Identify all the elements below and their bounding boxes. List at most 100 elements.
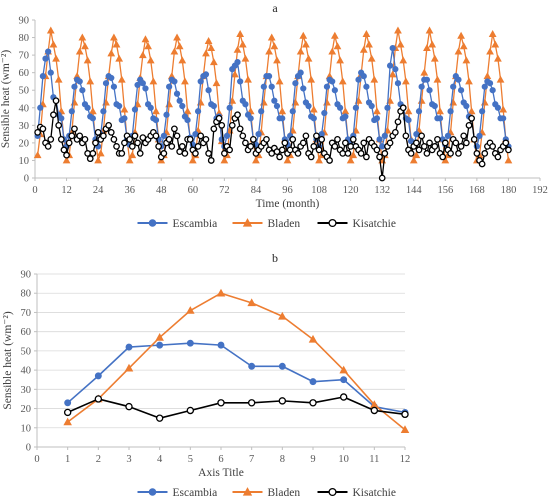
data-point-bladen — [149, 77, 158, 85]
data-point-escambia — [265, 73, 273, 80]
y-tick-label: 90 — [19, 16, 30, 27]
data-point-bladen — [49, 40, 58, 48]
series-line-escambia — [67, 342, 406, 414]
y-tick-label: 60 — [19, 68, 30, 79]
y-tick-label: 0 — [24, 174, 29, 185]
data-point-kisatchie — [460, 132, 468, 140]
series-line-kisatchie — [67, 396, 406, 419]
x-tick-label: 48 — [156, 185, 167, 196]
data-point-escambia — [121, 115, 128, 122]
data-point-kisatchie — [473, 150, 481, 157]
data-point-kisatchie — [263, 136, 270, 143]
data-point-escambia — [336, 104, 344, 111]
data-point-escambia — [450, 83, 457, 90]
y-tick-label: 30 — [21, 385, 32, 396]
data-point-escambia — [234, 59, 241, 66]
data-point-kisatchie — [502, 139, 510, 147]
data-point-bladen — [83, 56, 92, 64]
data-point-bladen — [273, 56, 281, 64]
data-point-escambia — [173, 90, 181, 97]
data-point-kisatchie — [423, 150, 431, 157]
data-point-escambia — [444, 132, 452, 139]
data-point-escambia — [37, 104, 44, 111]
data-point-kisatchie — [370, 406, 379, 415]
data-point-escambia — [355, 76, 362, 83]
x-tick-label: 1 — [65, 454, 70, 465]
data-point-kisatchie — [57, 136, 65, 143]
data-point-kisatchie — [165, 136, 173, 143]
y-tick-label: 10 — [21, 423, 32, 434]
data-point-escambia — [205, 87, 212, 94]
data-point-kisatchie — [218, 121, 226, 129]
data-point-kisatchie — [470, 136, 478, 143]
x-tick-label: 12 — [400, 454, 411, 465]
data-point-escambia — [389, 44, 396, 52]
data-point-escambia — [260, 83, 267, 90]
y-tick-label: 40 — [21, 366, 32, 377]
data-point-kisatchie — [126, 136, 134, 143]
data-point-bladen — [212, 79, 221, 87]
data-point-kisatchie — [44, 143, 52, 150]
data-point-kisatchie — [313, 132, 320, 140]
data-point-escambia — [418, 83, 425, 90]
legend-b: Escambia Bladen Kisatchie — [137, 487, 396, 499]
data-point-escambia — [309, 378, 317, 386]
data-point-escambia — [392, 66, 399, 73]
data-point-kisatchie — [505, 146, 512, 154]
x-tick-label: 24 — [93, 185, 104, 196]
data-point-kisatchie — [50, 111, 57, 119]
data-point-bladen — [46, 26, 55, 34]
data-point-bladen — [247, 298, 256, 307]
x-tick-label: 84 — [251, 185, 262, 196]
series-line-bladen — [67, 292, 406, 431]
data-point-escambia — [217, 341, 225, 349]
data-point-bladen — [454, 47, 463, 55]
data-point-escambia — [479, 108, 486, 115]
data-point-bladen — [315, 156, 323, 164]
data-point-kisatchie — [418, 132, 426, 140]
x-tick-label: 120 — [343, 185, 359, 196]
data-point-bladen — [425, 26, 434, 34]
y-tick-label: 60 — [21, 327, 32, 338]
data-point-escambia — [76, 78, 83, 85]
data-point-kisatchie — [71, 125, 78, 133]
data-point-kisatchie — [294, 150, 302, 157]
data-point-bladen — [494, 54, 502, 62]
data-point-bladen — [457, 31, 465, 39]
legend-label-bladen: Bladen — [268, 487, 301, 499]
legend-marker-bladen — [242, 218, 253, 227]
data-point-bladen — [75, 47, 84, 55]
legend-a: Escambia Bladen Kisatchie — [137, 218, 396, 230]
data-point-escambia — [47, 69, 54, 76]
data-point-escambia — [197, 78, 204, 85]
data-point-kisatchie — [65, 139, 73, 147]
data-point-kisatchie — [52, 97, 60, 105]
data-point-kisatchie — [236, 125, 244, 133]
data-point-escambia — [476, 132, 483, 139]
x-tick-label: 60 — [188, 185, 199, 196]
data-point-kisatchie — [217, 399, 225, 407]
data-point-bladen — [107, 49, 116, 57]
data-point-kisatchie — [55, 121, 63, 129]
y-tick-label: 20 — [21, 404, 32, 415]
data-point-bladen — [309, 105, 318, 113]
data-point-bladen — [202, 49, 210, 57]
data-point-bladen — [433, 75, 442, 83]
data-point-kisatchie — [281, 139, 289, 147]
data-point-kisatchie — [125, 402, 133, 411]
data-point-bladen — [373, 107, 381, 115]
data-point-escambia — [381, 132, 388, 139]
data-point-escambia — [273, 102, 281, 110]
data-point-kisatchie — [407, 150, 415, 157]
data-point-bladen — [155, 333, 164, 341]
data-point-kisatchie — [152, 132, 160, 140]
data-point-bladen — [359, 45, 368, 53]
data-point-bladen — [486, 47, 494, 55]
legend-label-kisatchie: Kisatchie — [353, 218, 396, 230]
y-tick-label: 50 — [21, 346, 32, 357]
data-point-kisatchie — [63, 408, 72, 417]
legend-marker-escambia — [148, 488, 157, 496]
data-point-kisatchie — [242, 139, 249, 147]
data-point-kisatchie — [339, 393, 348, 401]
